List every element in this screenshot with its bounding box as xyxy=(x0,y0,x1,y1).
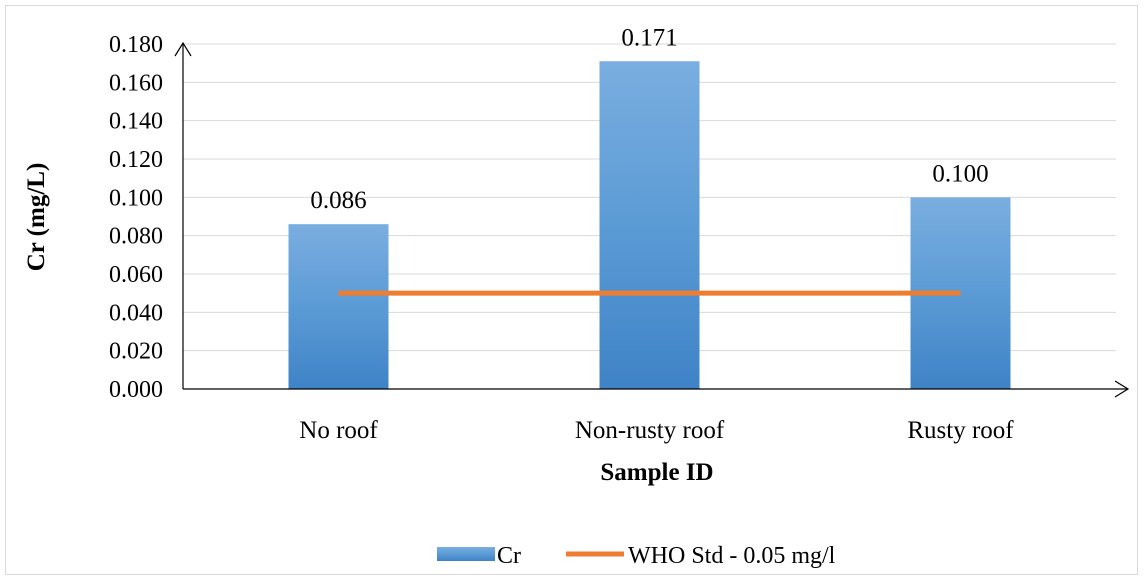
y-tick-label: 0.160 xyxy=(109,70,163,96)
y-tick-label: 0.180 xyxy=(109,32,163,58)
bar-data-label: 0.100 xyxy=(932,160,988,187)
y-tick-label: 0.120 xyxy=(109,147,163,173)
y-axis-arrow-icon xyxy=(174,41,192,57)
bar-no-roof xyxy=(288,224,389,389)
axes xyxy=(174,41,1130,398)
y-tick-label: 0.020 xyxy=(109,339,163,365)
x-axis-title: Sample ID xyxy=(600,459,713,486)
x-tick-label: Non-rusty roof xyxy=(575,417,725,444)
legend-swatch-cr xyxy=(437,547,495,561)
x-tick-labels: No roof Non-rusty roof Rusty roof xyxy=(299,417,1014,444)
legend-label-who: WHO Std - 0.05 mg/l xyxy=(628,543,836,569)
x-tick-label: No roof xyxy=(299,417,378,444)
y-tick-label: 0.080 xyxy=(109,224,163,250)
y-tick-label: 0.060 xyxy=(109,262,163,288)
y-tick-label: 0.000 xyxy=(109,377,163,403)
legend: Cr WHO Std - 0.05 mg/l xyxy=(437,543,836,569)
bar-data-label: 0.171 xyxy=(621,24,677,51)
bar-data-label: 0.086 xyxy=(310,187,366,214)
bar-chart: 0.000 0.020 0.040 0.060 0.080 0.100 0.120 0.140… xyxy=(23,24,1130,569)
chart-frame: 0.000 0.020 0.040 0.060 0.080 0.100 0.120 0.140… xyxy=(5,5,1138,575)
bars xyxy=(288,61,1011,389)
y-axis-title: Cr (mg/L) xyxy=(23,163,50,272)
legend-label-cr: Cr xyxy=(497,543,521,569)
y-tick-labels: 0.000 0.020 0.040 0.060 0.080 0.100 0.120 0.140… xyxy=(109,32,163,403)
y-tick-label: 0.100 xyxy=(109,185,163,211)
y-tick-label: 0.140 xyxy=(109,109,163,135)
bar-data-labels: 0.086 0.171 0.100 xyxy=(310,24,988,214)
bar-non-rusty-roof xyxy=(599,61,700,389)
x-axis-arrow-icon xyxy=(1114,380,1130,398)
y-tick-label: 0.040 xyxy=(109,300,163,326)
x-tick-label: Rusty roof xyxy=(907,417,1014,444)
